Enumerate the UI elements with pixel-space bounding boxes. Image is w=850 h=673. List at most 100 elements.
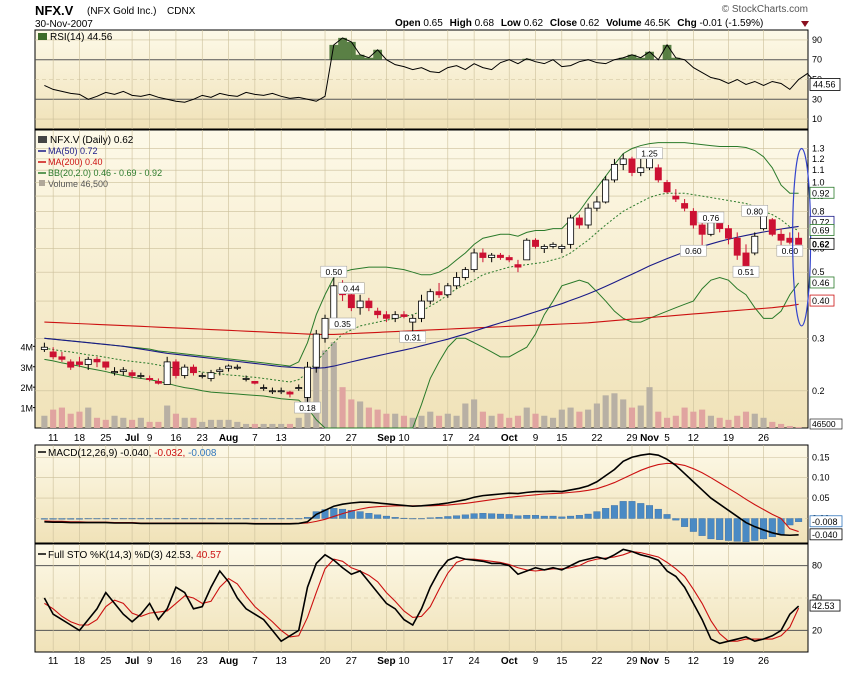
x-axis-label-bottom: 12	[688, 656, 700, 667]
sto-k-line	[43, 548, 800, 645]
price-right-label: 0.92	[812, 188, 830, 198]
x-axis-label-bottom: 22	[591, 656, 603, 667]
volume-bar	[260, 423, 267, 428]
candle-body	[470, 252, 478, 271]
candle-body	[49, 351, 57, 358]
candle-body	[321, 317, 329, 339]
price-candle	[400, 311, 408, 319]
rsi-last-label: 44.56	[813, 79, 836, 89]
volume-bar	[172, 413, 180, 428]
volume-bar	[602, 395, 609, 428]
volume-bar	[418, 415, 425, 428]
macd-histogram-bar	[251, 518, 259, 520]
macd-histogram-bar	[575, 515, 583, 519]
price-candle	[795, 232, 803, 245]
volume-bar	[111, 415, 118, 428]
volume-bar	[41, 415, 48, 428]
volume-bar	[558, 409, 565, 428]
volume-last-label: 46500	[812, 419, 836, 429]
volume-bar	[225, 419, 232, 428]
candle-body	[58, 356, 66, 360]
candle-body	[111, 371, 119, 374]
x-axis-label-bottom: 26	[758, 656, 770, 667]
symbol-title: NFX.V	[35, 3, 74, 18]
macd-legend-v1: -0.040,	[120, 448, 151, 459]
macd-histogram-bar	[602, 508, 610, 519]
rsi-tick-label: 70	[812, 55, 822, 65]
x-axis-label-bottom: 18	[74, 656, 86, 667]
candle-body	[435, 291, 443, 296]
x-axis-label: 11	[48, 433, 59, 444]
bb-upper-line	[44, 142, 799, 367]
rsi-legend-text: RSI(14) 44.56	[50, 32, 113, 43]
volume-bar	[593, 403, 600, 428]
macd-histogram-bar	[461, 514, 469, 519]
candle-body	[567, 217, 575, 245]
candle-body	[733, 237, 741, 256]
x-axis-label: Aug	[219, 433, 238, 444]
volume-bar	[655, 411, 662, 428]
volume-bar	[585, 409, 592, 428]
x-axis-label-bottom: 15	[556, 656, 568, 667]
price-candle	[681, 199, 689, 212]
macd-histogram-bar	[260, 518, 268, 520]
price-annotation: 0.31	[404, 332, 421, 342]
macd-histogram-bar	[93, 518, 101, 520]
price-candle	[277, 387, 285, 395]
candle-body	[786, 237, 794, 243]
price-candle	[584, 203, 592, 229]
macd-histogram-bar	[751, 518, 759, 541]
x-axis-label-bottom: 10	[398, 656, 410, 667]
price-candle	[689, 208, 697, 229]
price-candle	[532, 238, 539, 249]
macd-histogram-bar	[698, 518, 706, 536]
x-axis-label-bottom: 5	[664, 656, 670, 667]
volume-bar	[146, 421, 153, 428]
sto-tick-label: 20	[812, 625, 822, 635]
price-candle	[102, 361, 110, 370]
rsi-legend-icon	[38, 33, 47, 40]
sto-legend-k: 42.53,	[166, 550, 194, 561]
candle-body	[689, 210, 697, 226]
x-axis-label: 5	[664, 433, 670, 444]
macd-line	[44, 453, 799, 537]
volume-bar	[295, 417, 302, 428]
price-annotation-box	[329, 317, 356, 330]
macd-histogram-bar	[382, 515, 390, 519]
price-candle	[58, 351, 66, 362]
price-candle	[409, 314, 417, 335]
x-axis-label-bottom: 25	[100, 656, 112, 667]
x-axis-label: 27	[346, 433, 358, 444]
volume-bar	[523, 407, 530, 428]
price-candle	[610, 158, 618, 183]
price-candle	[163, 356, 171, 385]
price-candle	[67, 359, 75, 370]
volume-bar	[190, 417, 197, 428]
volume-bar	[120, 417, 127, 428]
x-axis-label-bottom: 9	[533, 656, 539, 667]
sto-legend: Full STO %K(14,3) %D(3) 42.53, 40.57	[38, 550, 222, 561]
volume-tick-label: 1M	[20, 404, 33, 414]
volume-bar	[453, 415, 460, 428]
x-axis-label-bottom: Oct	[501, 656, 518, 667]
x-axis-label: 20	[319, 433, 331, 444]
macd-right-box	[809, 528, 843, 541]
chart-header: NFX.V (NFX Gold Inc.) CDNX 30-Nov-2007 ©…	[35, 3, 809, 30]
candle-body	[172, 361, 180, 376]
macd-tick-label: 0.10	[812, 473, 830, 483]
price-candle	[654, 164, 662, 183]
volume-bar	[734, 415, 741, 428]
candle-body	[768, 219, 776, 235]
candle-body	[418, 300, 425, 319]
price-candle	[391, 311, 399, 323]
macd-histogram-bar	[663, 514, 671, 519]
price-candle	[382, 311, 390, 323]
company-name: (NFX Gold Inc.)	[87, 6, 156, 17]
candle-body	[558, 246, 566, 249]
price-candle	[304, 361, 311, 409]
macd-histogram-bar	[163, 518, 171, 520]
price-candle	[523, 238, 531, 261]
price-candle	[146, 375, 154, 382]
sto-right-box	[809, 599, 841, 612]
candle-body	[628, 158, 636, 173]
